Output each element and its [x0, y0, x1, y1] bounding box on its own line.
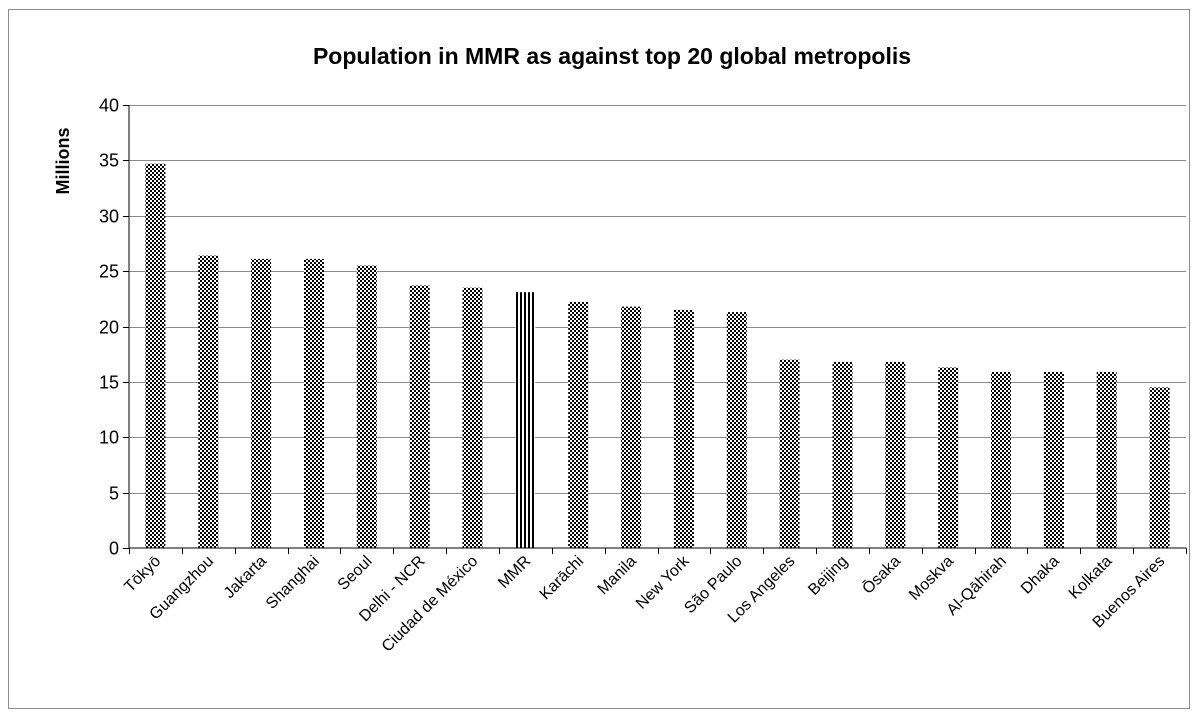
bar	[356, 265, 377, 548]
x-tick-label: MMR	[495, 553, 534, 592]
y-tick-label: 30	[99, 207, 119, 227]
bar	[779, 359, 800, 548]
x-tick-label: Karāchi	[537, 553, 587, 603]
bar	[251, 258, 272, 548]
bar	[1149, 387, 1170, 548]
y-tick-label: 25	[99, 262, 119, 282]
y-tick-label: 15	[99, 373, 119, 393]
bar	[145, 163, 166, 548]
x-tick-label: Beijing	[805, 553, 851, 599]
y-tick-label: 5	[109, 484, 119, 504]
x-tick-label: Moskva	[906, 553, 957, 604]
y-axis-label: Millions	[53, 128, 73, 195]
bar	[621, 306, 642, 548]
y-tick-label: 40	[99, 96, 119, 116]
y-tick-label: 0	[109, 539, 119, 559]
x-tick-label: Tōkyō	[121, 553, 164, 596]
bar	[462, 287, 483, 548]
x-tick-label: Manila	[595, 553, 640, 598]
x-tick-label: Shanghai	[263, 553, 323, 613]
bar	[885, 361, 906, 548]
x-tick-label: Ciudad de México	[379, 553, 482, 656]
bar	[1043, 371, 1064, 548]
x-tick-label: Ōsaka	[859, 552, 904, 597]
bar	[409, 285, 430, 548]
chart-title: Population in MMR as against top 20 glob…	[313, 43, 911, 69]
bar	[726, 312, 747, 548]
x-tick-label: Kolkata	[1066, 553, 1116, 603]
y-tick-label: 20	[99, 318, 119, 338]
y-tick-label: 10	[99, 428, 119, 448]
bar	[673, 309, 694, 548]
bars	[145, 163, 1170, 548]
y-tick-labels: 0 5 10 15 20 25 30 35 40	[99, 96, 119, 559]
bar	[304, 258, 324, 548]
bar	[991, 371, 1011, 548]
bar	[938, 367, 959, 548]
bar	[568, 302, 589, 548]
x-tick-label: Jakarta	[221, 553, 270, 602]
bar	[198, 255, 219, 548]
bar	[832, 361, 853, 548]
y-tick-label: 35	[99, 151, 119, 171]
x-tick-label: Dhaka	[1018, 553, 1063, 598]
x-tick-marks	[129, 548, 1187, 554]
gridlines	[123, 105, 1186, 549]
bar-highlight	[515, 292, 536, 548]
bar	[1096, 371, 1117, 548]
x-tick-label: Seoul	[335, 553, 376, 594]
